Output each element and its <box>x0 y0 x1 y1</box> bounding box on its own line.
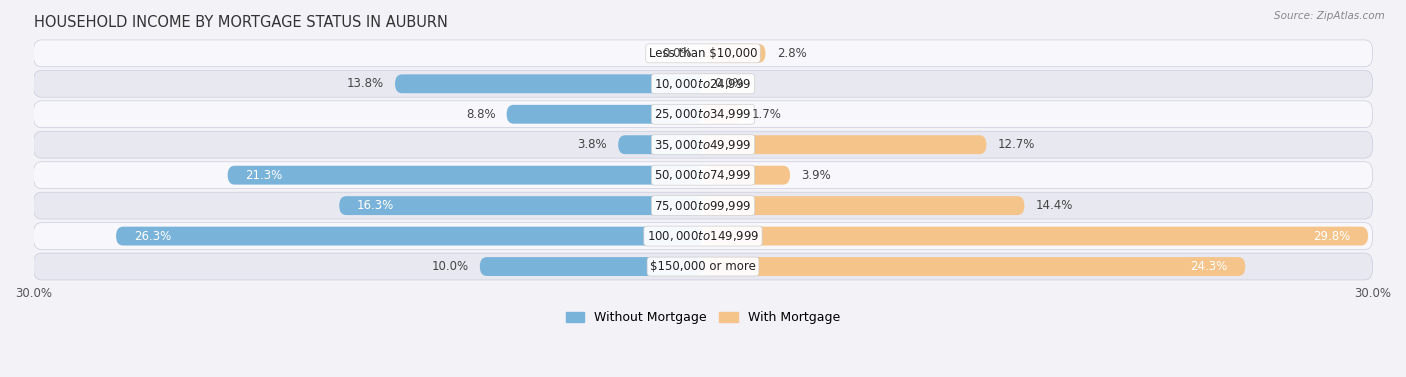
Text: 0.0%: 0.0% <box>662 47 692 60</box>
Text: 2.8%: 2.8% <box>776 47 807 60</box>
Text: 8.8%: 8.8% <box>465 108 495 121</box>
Text: 0.0%: 0.0% <box>714 77 744 90</box>
FancyBboxPatch shape <box>703 166 790 185</box>
Text: $150,000 or more: $150,000 or more <box>650 260 756 273</box>
Text: 14.4%: 14.4% <box>1035 199 1073 212</box>
FancyBboxPatch shape <box>506 105 703 124</box>
FancyBboxPatch shape <box>228 166 703 185</box>
FancyBboxPatch shape <box>703 196 1025 215</box>
FancyBboxPatch shape <box>339 196 703 215</box>
FancyBboxPatch shape <box>34 131 1372 158</box>
FancyBboxPatch shape <box>703 105 741 124</box>
Text: 16.3%: 16.3% <box>357 199 394 212</box>
FancyBboxPatch shape <box>34 192 1372 219</box>
Text: 10.0%: 10.0% <box>432 260 468 273</box>
FancyBboxPatch shape <box>34 40 1372 67</box>
FancyBboxPatch shape <box>703 44 765 63</box>
Text: 26.3%: 26.3% <box>134 230 172 242</box>
FancyBboxPatch shape <box>703 135 987 154</box>
FancyBboxPatch shape <box>34 101 1372 128</box>
FancyBboxPatch shape <box>703 257 1246 276</box>
FancyBboxPatch shape <box>395 74 703 93</box>
Text: 3.8%: 3.8% <box>578 138 607 151</box>
Text: 12.7%: 12.7% <box>998 138 1035 151</box>
FancyBboxPatch shape <box>703 227 1368 245</box>
Text: $50,000 to $74,999: $50,000 to $74,999 <box>654 168 752 182</box>
Text: Source: ZipAtlas.com: Source: ZipAtlas.com <box>1274 11 1385 21</box>
Text: $35,000 to $49,999: $35,000 to $49,999 <box>654 138 752 152</box>
Text: 3.9%: 3.9% <box>801 169 831 182</box>
Text: $100,000 to $149,999: $100,000 to $149,999 <box>647 229 759 243</box>
FancyBboxPatch shape <box>34 162 1372 188</box>
Text: $25,000 to $34,999: $25,000 to $34,999 <box>654 107 752 121</box>
FancyBboxPatch shape <box>34 223 1372 250</box>
FancyBboxPatch shape <box>619 135 703 154</box>
Text: 21.3%: 21.3% <box>246 169 283 182</box>
Text: 24.3%: 24.3% <box>1191 260 1227 273</box>
Text: 13.8%: 13.8% <box>347 77 384 90</box>
FancyBboxPatch shape <box>34 70 1372 97</box>
FancyBboxPatch shape <box>34 253 1372 280</box>
Text: 1.7%: 1.7% <box>752 108 782 121</box>
FancyBboxPatch shape <box>117 227 703 245</box>
Text: HOUSEHOLD INCOME BY MORTGAGE STATUS IN AUBURN: HOUSEHOLD INCOME BY MORTGAGE STATUS IN A… <box>34 15 447 30</box>
Text: 29.8%: 29.8% <box>1313 230 1350 242</box>
FancyBboxPatch shape <box>479 257 703 276</box>
Text: Less than $10,000: Less than $10,000 <box>648 47 758 60</box>
Legend: Without Mortgage, With Mortgage: Without Mortgage, With Mortgage <box>561 306 845 329</box>
Text: $10,000 to $24,999: $10,000 to $24,999 <box>654 77 752 91</box>
Text: $75,000 to $99,999: $75,000 to $99,999 <box>654 199 752 213</box>
